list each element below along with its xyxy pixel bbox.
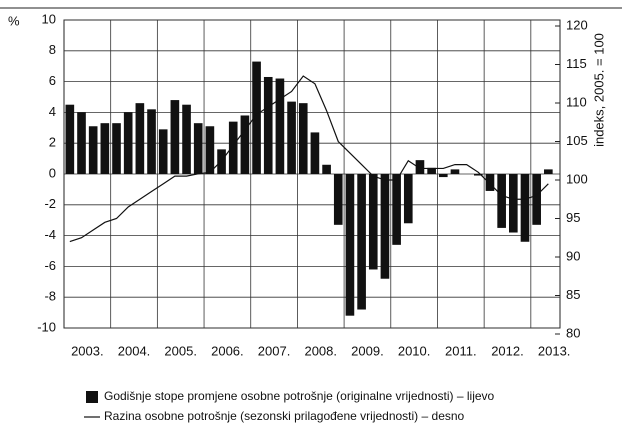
y-tick-label: 0 (49, 165, 56, 180)
x-tick-label: 2003. (71, 343, 104, 358)
bar (88, 126, 98, 174)
bar (345, 174, 355, 316)
y2-tick-label: 120 (566, 17, 588, 32)
x-tick-label: 2011. (445, 343, 477, 358)
bar (357, 174, 366, 310)
y-tick-label: 8 (49, 42, 56, 57)
bar (392, 174, 401, 245)
bar (275, 78, 285, 174)
bar (252, 61, 261, 174)
bar (112, 123, 121, 174)
bar (65, 104, 75, 174)
bar (298, 103, 308, 174)
y-tick-label: 4 (49, 104, 56, 119)
x-tick-label: 2012. (491, 343, 524, 358)
x-tick-label: 2006. (211, 343, 244, 358)
bar (322, 164, 331, 174)
bar (368, 174, 378, 270)
y2-tick-label: 80 (566, 325, 580, 340)
bar (287, 101, 296, 174)
bar (135, 103, 145, 174)
bar (438, 174, 448, 178)
bar (427, 167, 436, 174)
bar (170, 100, 180, 174)
y-tick-label: -10 (37, 319, 56, 334)
legend-swatch (86, 391, 98, 403)
y2-tick-label: 95 (566, 210, 580, 225)
left-unit: % (8, 13, 20, 28)
y2-axis-label: indeks, 2005. = 100 (591, 33, 606, 147)
line (69, 75, 549, 243)
bar (158, 129, 168, 174)
y2-tick-label: 110 (566, 94, 587, 109)
bar (544, 169, 553, 174)
bar (473, 174, 483, 176)
x-tick-label: 2008. (304, 343, 337, 358)
bar (508, 174, 518, 233)
y-tick-label: 2 (49, 135, 56, 150)
x-tick-label: 2010. (398, 343, 431, 358)
bar (485, 174, 495, 191)
bar (497, 174, 506, 228)
y-tick-label: -6 (44, 258, 56, 273)
bar (240, 115, 250, 174)
y2-tick-label: 85 (566, 287, 580, 302)
bar (403, 174, 413, 224)
bar (217, 149, 226, 174)
legend-label: Razina osobne potrošnje (sezonski prilag… (104, 409, 465, 423)
y-tick-label: 10 (42, 11, 56, 26)
bar (100, 123, 110, 174)
x-tick-label: 2013. (538, 343, 571, 358)
bar (147, 109, 156, 174)
x-tick-label: 2009. (351, 343, 384, 358)
bar (77, 112, 86, 174)
y-tick-label: -2 (44, 196, 56, 211)
legend-label: Godišnje stope promjene osobne potrošnje… (104, 389, 495, 403)
bar (310, 132, 320, 174)
bar (450, 169, 460, 174)
bar (263, 76, 273, 174)
bar (182, 104, 191, 174)
bar (193, 123, 203, 174)
y2-tick-label: 100 (566, 171, 588, 186)
y-tick-label: -4 (44, 227, 56, 242)
y-tick-label: 6 (49, 73, 56, 88)
x-tick-label: 2007. (258, 343, 291, 358)
bar (415, 160, 425, 174)
bar (520, 174, 530, 242)
bar (205, 126, 215, 174)
bar (123, 112, 133, 174)
bar (333, 174, 343, 225)
x-tick-label: 2004. (118, 343, 151, 358)
bar (380, 174, 390, 279)
y2-tick-label: 115 (566, 56, 587, 71)
x-tick-label: 2005. (164, 343, 197, 358)
bar (532, 174, 541, 225)
y2-tick-label: 105 (566, 133, 588, 148)
bar (228, 121, 238, 174)
y-tick-label: -8 (44, 289, 56, 304)
y2-tick-label: 90 (566, 248, 580, 263)
